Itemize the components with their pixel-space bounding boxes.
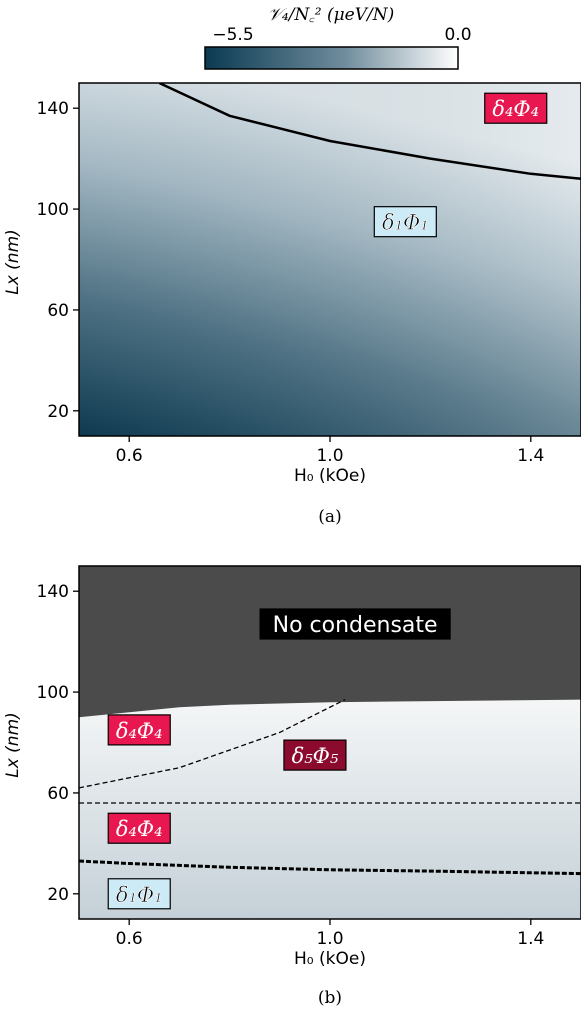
y-tick-label: 60 (47, 784, 69, 804)
y-tick-label: 20 (47, 402, 69, 422)
colorbar-max-label: 0.0 (444, 25, 471, 45)
colorbar-bar (204, 46, 459, 70)
panel-b: 0.6 1.0 1.4 20 60 100 140 H₀ (kOe) Lx (nm) No … (3, 565, 581, 1008)
caption-b: (b) (318, 988, 342, 1008)
region-label-text: No condensate (273, 613, 438, 638)
region-label-box (373, 206, 437, 238)
region-label-text: δ₄Φ₄ (492, 97, 539, 121)
y-tick-label: 140 (37, 582, 69, 602)
y-tick-label: 60 (47, 301, 69, 321)
x-tick-label: 0.6 (116, 929, 143, 949)
y-tick-label: 140 (37, 99, 69, 119)
region-label-text: δ₁Φ₁ (116, 883, 163, 907)
caption-a: (a) (318, 507, 341, 527)
region-label-box (484, 92, 548, 124)
x-axis-label-b: H₀ (kOe) (294, 949, 366, 969)
region-label: δ₅Φ₅ (283, 739, 347, 771)
region-label-text: δ₄Φ₄ (116, 719, 163, 743)
panel-a: 0.6 1.0 1.4 20 60 100 140 H₀ (kOe) Lx (nm) δ₄Φ… (3, 82, 581, 527)
x-axis-label-a: H₀ (kOe) (294, 466, 366, 486)
region-label-box (107, 812, 171, 844)
region-label: No condensate (259, 608, 451, 640)
region-label: δ₁Φ₁ (107, 878, 171, 910)
region-label: δ₄Φ₄ (107, 714, 171, 746)
y-axis-label-b: Lx (nm) (3, 712, 23, 778)
region-label: δ₄Φ₄ (484, 92, 548, 124)
phase-boundary-b3 (79, 859, 581, 876)
y-tick-label: 100 (37, 683, 69, 703)
phase-boundary-a (158, 83, 581, 181)
x-tick-label: 1.0 (316, 929, 343, 949)
colorbar: 𝒱₄/N꜀² (μeV/N) −5.5 0.0 (204, 5, 472, 70)
phase-boundary-b1 (79, 699, 346, 789)
region-label-box (283, 739, 347, 771)
x-tick-label: 0.6 (116, 446, 143, 466)
region-label: δ₄Φ₄ (107, 812, 171, 844)
colorbar-label: 𝒱₄/N꜀² (μeV/N) (268, 5, 394, 25)
region-label: δ₁Φ₁ (373, 206, 437, 238)
x-tick-label: 1.0 (316, 446, 343, 466)
no-condensate-area (79, 566, 581, 718)
y-tick-label: 20 (47, 885, 69, 905)
y-tick-label: 100 (37, 200, 69, 220)
colorbar-min-label: −5.5 (212, 25, 253, 45)
region-label-text: δ₁Φ₁ (382, 211, 429, 235)
region-label-box (107, 714, 171, 746)
region-label-box (259, 608, 451, 640)
region-label-text: δ₄Φ₄ (116, 817, 163, 841)
region-label-text: δ₅Φ₅ (292, 744, 339, 768)
x-tick-label: 1.4 (517, 929, 544, 949)
x-tick-label: 1.4 (517, 446, 544, 466)
y-axis-label-a: Lx (nm) (3, 229, 23, 295)
region-label-box (107, 878, 171, 910)
